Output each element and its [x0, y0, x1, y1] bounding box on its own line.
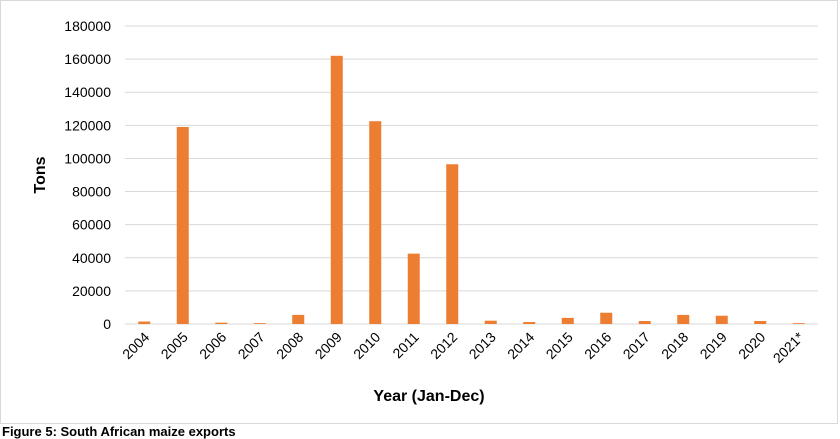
y-tick-label: 0	[103, 316, 111, 332]
x-tick-label: 2009	[312, 329, 345, 362]
x-tick-label: 2015	[543, 329, 576, 362]
bar-2013	[484, 320, 497, 324]
bar-2006	[215, 322, 228, 324]
bar-2004	[138, 321, 151, 324]
x-tick-labels: 2004 2005 2006 2007 2008 2009 2010 2011 2012 2013…	[119, 328, 807, 366]
x-tick-label: 2020	[735, 329, 768, 362]
x-tick-label: 2013	[466, 329, 499, 362]
y-tick-label: 180000	[64, 18, 111, 34]
x-tick-label: 2014	[504, 329, 537, 362]
x-tick-label: 2004	[119, 329, 152, 362]
x-axis-title: Year (Jan-Dec)	[373, 388, 484, 405]
x-tick-label: 2007	[235, 329, 268, 362]
y-tick-label: 80000	[72, 184, 111, 200]
y-tick-label: 100000	[64, 150, 111, 166]
y-tick-labels: 0 20000 40000 60000 80000 100000 120000 140000 1…	[64, 18, 111, 332]
bar-2020	[754, 321, 767, 324]
y-tick-label: 20000	[72, 283, 111, 299]
bar-2009	[330, 55, 343, 325]
y-tick-label: 60000	[72, 217, 111, 233]
bar-2015	[561, 317, 574, 324]
bar-chart: 0 20000 40000 60000 80000 100000 120000 140000 1…	[32, 18, 818, 405]
bar-2014	[523, 322, 536, 324]
y-tick-label: 140000	[64, 84, 111, 100]
x-tick-label: 2010	[350, 329, 383, 362]
bar-2021	[792, 323, 805, 324]
bar-2018	[677, 314, 690, 324]
x-tick-label: 2016	[581, 329, 614, 362]
x-tick-label: 2017	[620, 329, 653, 362]
y-tick-label: 120000	[64, 117, 111, 133]
bar-2008	[292, 314, 305, 324]
x-tick-label: 2019	[697, 329, 730, 362]
bar-2007	[253, 323, 266, 324]
bars	[138, 55, 805, 325]
chart-frame: 0 20000 40000 60000 80000 100000 120000 140000 1…	[0, 0, 838, 424]
bar-2017	[638, 321, 651, 324]
x-tick-label: 2012	[427, 329, 460, 362]
x-tick-label: 2006	[196, 329, 229, 362]
bar-2010	[369, 121, 382, 324]
x-tick-label: 2005	[158, 329, 191, 362]
x-tick-label: 2018	[658, 329, 691, 362]
bar-2012	[446, 164, 459, 324]
y-axis-title: Tons	[32, 156, 49, 193]
y-tick-label: 40000	[72, 250, 111, 266]
bar-2005	[176, 126, 189, 324]
bar-2016	[600, 312, 613, 324]
bar-2019	[715, 315, 728, 324]
x-tick-label: 2021*	[770, 328, 808, 366]
gridlines	[125, 25, 818, 325]
y-tick-label: 160000	[64, 51, 111, 67]
x-tick-label: 2008	[273, 329, 306, 362]
x-tick-label: 2011	[389, 329, 422, 362]
bar-2011	[407, 253, 420, 324]
figure-caption: Figure 5: South African maize exports	[2, 424, 236, 439]
